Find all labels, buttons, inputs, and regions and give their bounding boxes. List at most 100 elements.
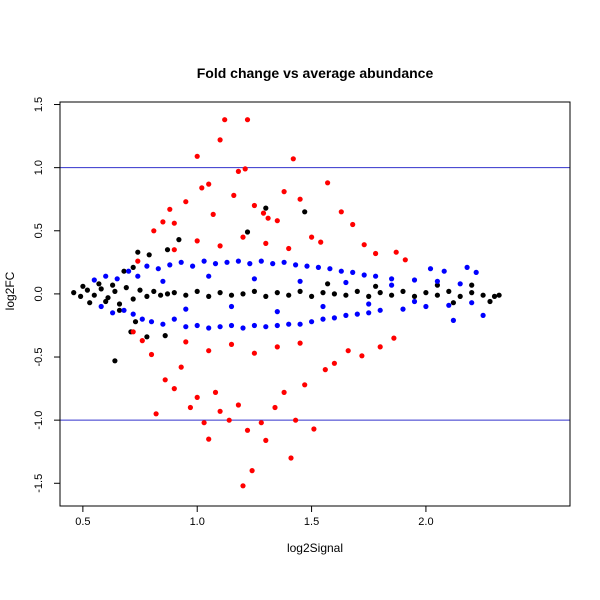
data-point — [228, 303, 235, 310]
data-point — [199, 185, 205, 191]
data-point — [217, 324, 223, 330]
x-tick-label: 0.5 — [75, 516, 90, 528]
data-point — [258, 420, 264, 426]
data-point — [123, 285, 129, 291]
data-point — [217, 137, 223, 143]
data-point — [80, 283, 86, 289]
data-point — [212, 389, 219, 395]
data-point — [491, 293, 498, 299]
data-point — [160, 219, 166, 225]
data-point — [263, 293, 269, 299]
data-point — [274, 322, 280, 329]
data-point — [373, 283, 379, 289]
data-point — [228, 322, 235, 329]
data-point — [162, 333, 168, 339]
data-point — [244, 117, 251, 123]
data-point — [114, 276, 120, 282]
y-tick-label: -1.0 — [33, 411, 45, 430]
data-point — [377, 290, 383, 296]
data-point — [423, 303, 429, 310]
x-tick-label: 2.0 — [418, 516, 433, 528]
data-points — [71, 117, 502, 489]
data-point — [391, 335, 397, 341]
data-point — [320, 316, 326, 322]
data-point — [240, 325, 246, 331]
data-point — [171, 386, 177, 392]
data-point — [126, 268, 132, 274]
data-point — [183, 306, 189, 312]
y-tick-label: 0.5 — [33, 223, 45, 238]
data-point — [350, 221, 356, 228]
data-point — [411, 277, 418, 283]
data-point — [144, 263, 150, 269]
data-point — [135, 273, 141, 279]
data-point — [251, 202, 257, 209]
y-tick-label: -0.5 — [33, 348, 45, 367]
data-point — [338, 209, 344, 215]
y-axis-label: log2FC — [3, 271, 17, 310]
data-point — [469, 290, 475, 296]
data-point — [130, 329, 136, 335]
data-point — [274, 290, 280, 296]
data-point — [297, 340, 303, 346]
data-point — [464, 264, 470, 270]
data-point — [121, 268, 127, 274]
data-point — [309, 319, 315, 325]
data-point — [263, 324, 269, 330]
data-point — [206, 325, 212, 331]
data-point — [325, 180, 331, 186]
data-point — [450, 300, 456, 306]
data-point — [393, 249, 399, 255]
data-point — [290, 156, 296, 162]
data-point — [318, 239, 324, 245]
data-point — [263, 240, 269, 246]
data-point — [228, 341, 235, 347]
data-point — [366, 310, 372, 316]
y-tick-label: -1.5 — [33, 474, 45, 493]
data-point — [206, 348, 212, 354]
x-tick-label: 1.5 — [304, 516, 319, 528]
data-point — [87, 300, 93, 306]
data-point — [377, 307, 383, 313]
data-point — [274, 309, 280, 315]
data-point — [226, 417, 232, 423]
data-point — [297, 196, 303, 202]
x-axis: 0.5 1.0 1.5 2.0 — [75, 505, 434, 528]
data-point — [311, 426, 317, 432]
data-point — [110, 310, 116, 316]
data-point — [167, 262, 173, 268]
data-point — [411, 298, 418, 305]
data-point — [240, 234, 246, 240]
data-point — [434, 282, 440, 288]
data-point — [366, 301, 372, 307]
data-point — [171, 220, 177, 226]
data-point — [331, 315, 337, 321]
y-axis: -1.5 -1.0 -0.5 0.0 0.5 1.0 1.5 — [33, 97, 61, 493]
data-point — [293, 262, 299, 268]
data-point — [320, 290, 326, 296]
data-point — [217, 290, 223, 296]
data-point — [240, 291, 246, 297]
data-point — [366, 293, 372, 299]
series-2 — [130, 117, 408, 489]
data-point — [135, 249, 141, 255]
data-point — [434, 292, 440, 298]
data-point — [217, 243, 223, 249]
data-point — [112, 358, 118, 364]
data-point — [469, 300, 475, 306]
data-point — [121, 307, 127, 313]
data-point — [320, 303, 326, 310]
data-point — [247, 261, 253, 267]
data-point — [110, 282, 116, 288]
data-point — [91, 277, 97, 283]
series-0 — [71, 205, 502, 364]
data-point — [231, 192, 237, 198]
data-point — [343, 279, 349, 286]
data-point — [389, 282, 395, 288]
data-point — [293, 417, 299, 423]
data-point — [251, 322, 257, 329]
data-point — [286, 321, 292, 327]
data-point — [244, 229, 251, 235]
data-point — [194, 394, 200, 400]
data-point — [183, 292, 189, 298]
